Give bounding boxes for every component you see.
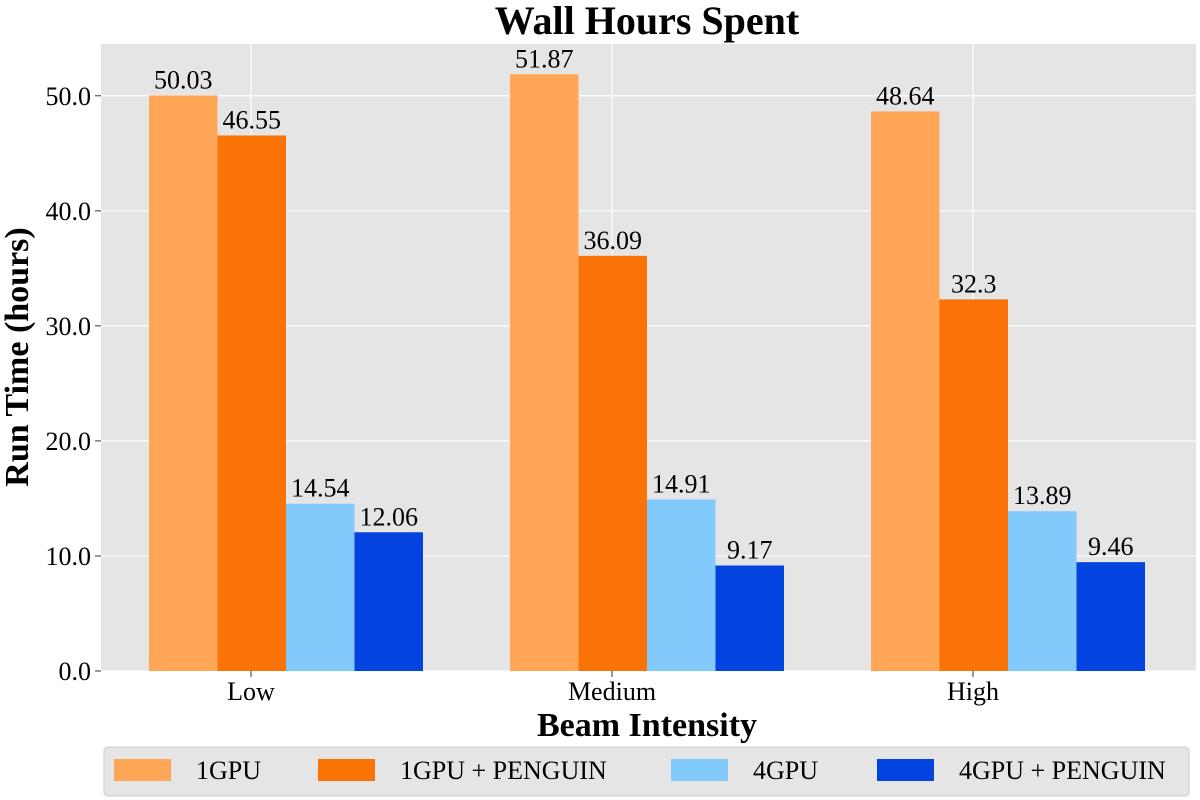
legend-label: 1GPU [196,756,261,785]
bar [1008,511,1077,671]
x-tick-label: Low [227,677,275,706]
y-tick-label: 20.0 [46,427,92,456]
bar-value-label: 50.03 [154,65,213,94]
bar [354,532,423,671]
bar-value-label: 46.55 [223,105,282,134]
legend-swatch [318,759,375,781]
bar [647,499,716,671]
bar-value-label: 32.3 [951,269,997,298]
y-tick-label: 30.0 [46,312,92,341]
legend: 1GPU 1GPU + PENGUIN 4GPU 4GPU + PENGUIN [103,746,1190,797]
y-axis-ticks: 0.0 10.0 20.0 30.0 40.0 50.0 [46,82,101,686]
bar [1076,562,1145,671]
x-axis-ticks: Low Medium High [227,671,999,706]
legend-swatch [877,759,934,781]
bars [149,74,1145,672]
bar-value-label: 51.87 [515,44,574,73]
bar-value-label: 48.64 [876,81,935,110]
bar [286,503,355,671]
legend-label: 1GPU + PENGUIN [400,756,607,785]
bar-value-label: 13.89 [1013,481,1072,510]
bar [871,111,940,672]
bar [939,299,1008,671]
y-axis-title: Run Time (hours) [0,227,36,486]
x-axis-title: Beam Intensity [537,707,757,744]
legend-swatch [114,759,171,781]
legend-swatch [671,759,728,781]
bar-value-label: 9.46 [1088,532,1134,561]
bar-value-label: 14.91 [652,469,711,498]
bar-value-label: 14.54 [291,474,350,503]
x-tick-label: High [947,677,999,706]
y-tick-label: 50.0 [46,82,92,111]
legend-label: 4GPU + PENGUIN [959,756,1166,785]
legend-label: 4GPU [753,756,818,785]
chart-title: Wall Hours Spent [495,0,800,43]
bar-value-label: 12.06 [360,502,419,531]
y-tick-label: 40.0 [46,197,92,226]
bar [149,95,218,671]
data-labels: 50.03 46.55 14.54 12.06 51.87 36.09 14.91 9.17 4… [154,44,1134,564]
bar-value-label: 9.17 [727,536,773,565]
bar [578,255,647,672]
y-tick-label: 10.0 [46,542,92,571]
y-tick-label: 0.0 [59,657,92,686]
bar-value-label: 36.09 [584,226,643,255]
bar [715,565,784,671]
bar [217,135,286,671]
x-tick-label: Medium [568,677,656,706]
bar [510,74,579,671]
